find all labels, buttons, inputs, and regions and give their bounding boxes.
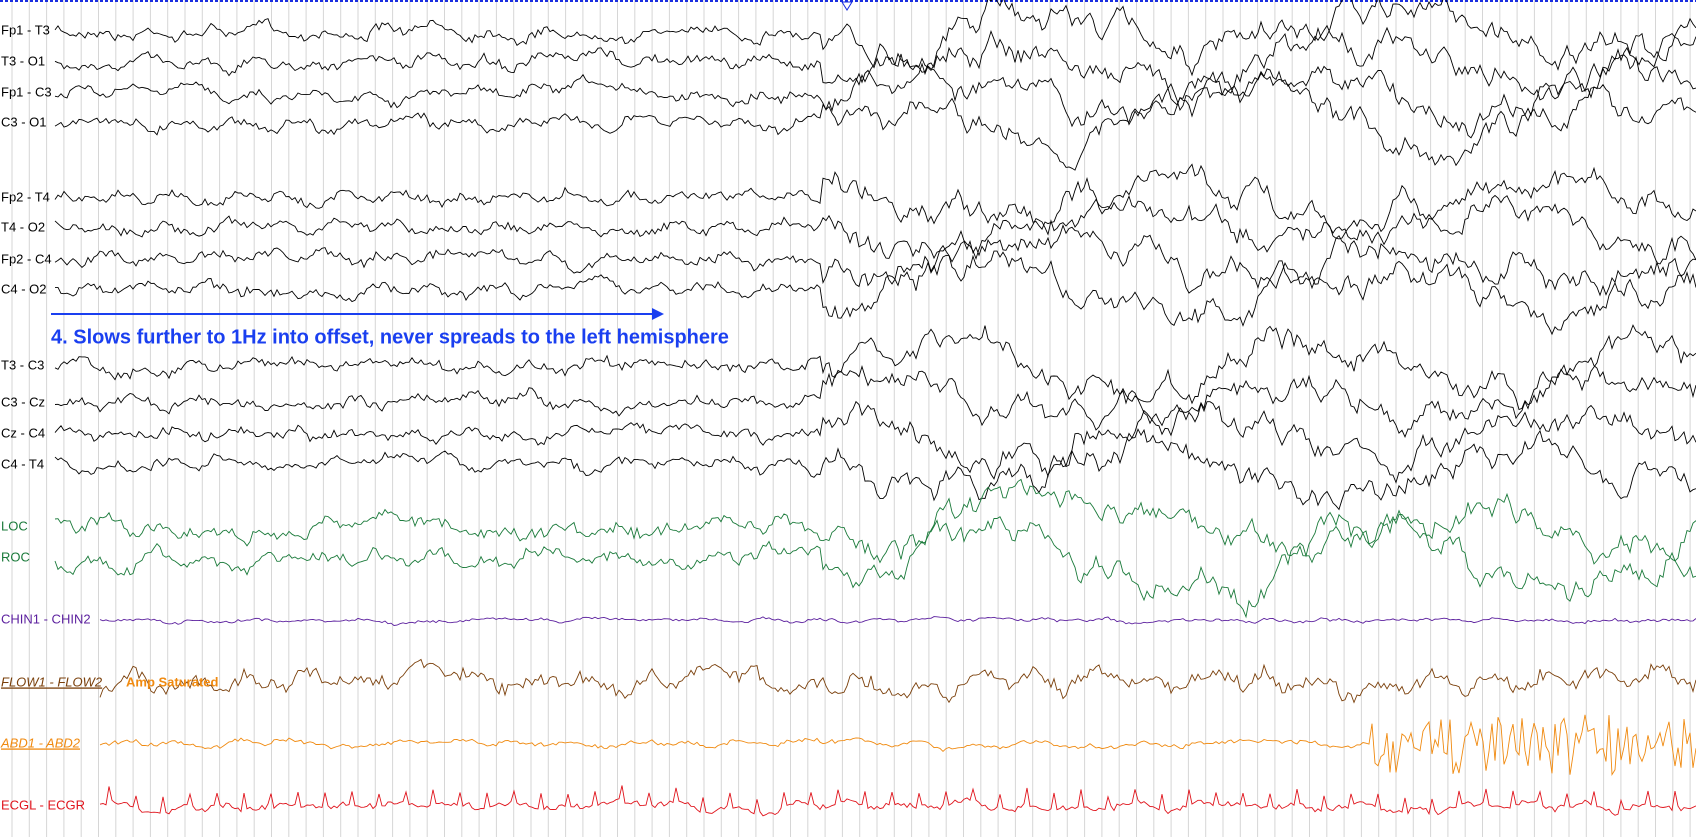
channel-label: LOC [1, 518, 28, 533]
channel-label: ABD1 - ABD2 [0, 735, 81, 750]
annotation-text: 4. Slows further to 1Hz into offset, nev… [51, 326, 729, 348]
channel-label: ECGL - ECGR [1, 797, 85, 812]
channel-label: CHIN1 - CHIN2 [1, 611, 91, 626]
channel-waveform [99, 616, 1696, 626]
channel-label: C4 - O2 [1, 281, 47, 296]
time-grid [11, 0, 1691, 837]
channel-waveform [54, 511, 1696, 619]
channel-label: C4 - T4 [1, 456, 44, 471]
annotation-arrowhead [652, 308, 664, 320]
channel-waveform [54, 324, 1696, 411]
channel-label: Cz - C4 [1, 425, 45, 440]
channel-label: T3 - C3 [1, 357, 44, 372]
channel-waveform [54, 71, 1696, 171]
channel-waveform [54, 224, 1696, 297]
channel-label: Fp2 - C4 [1, 251, 52, 266]
cursor-marker [841, 1, 853, 11]
channel-label: C3 - Cz [1, 394, 45, 409]
channel-labels: Fp1 - T3 T3 - O1 Fp1 - C3 C3 - O1 Fp2 - T4 T4… [0, 22, 103, 812]
channel-waveform [54, 356, 1696, 438]
channel-label: Fp2 - T4 [1, 189, 50, 204]
channel-label: T4 - O2 [1, 219, 45, 234]
channel-waveform [54, 163, 1696, 246]
channel-waveform [99, 658, 1696, 704]
channel-waveform [54, 0, 1696, 77]
channel-waveform [54, 478, 1696, 565]
amp-note: Amp Saturated [126, 674, 219, 689]
channel-waveform [99, 714, 1696, 777]
channel-waveform [99, 785, 1696, 817]
waveforms [54, 0, 1696, 817]
channel-waveform [54, 400, 1696, 484]
channel-label: Fp1 - C3 [1, 84, 52, 99]
channel-waveform [54, 24, 1696, 112]
channel-label: Fp1 - T3 [1, 22, 50, 37]
channel-label: T3 - O1 [1, 53, 45, 68]
channel-label: ROC [1, 549, 30, 564]
channel-waveform [54, 184, 1696, 265]
channel-waveform [54, 54, 1696, 139]
channel-label: FLOW1 - FLOW2 [1, 674, 103, 689]
channel-waveform [54, 428, 1696, 511]
channel-label: C3 - O1 [1, 114, 47, 129]
channel-waveform [55, 250, 1696, 336]
